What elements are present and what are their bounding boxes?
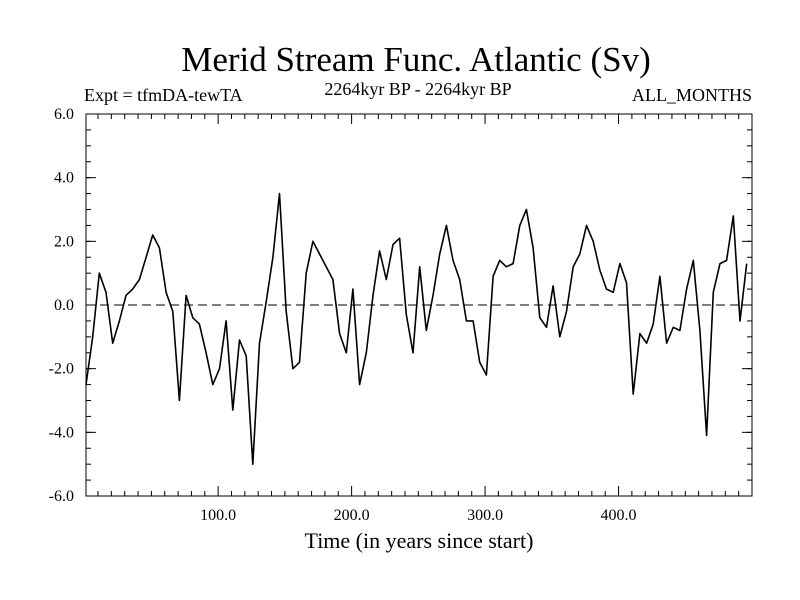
y-tick-label: 0.0: [54, 297, 74, 314]
experiment-label: Expt = tfmDA-tewTA: [84, 85, 243, 105]
y-tick-label: 2.0: [54, 233, 74, 250]
x-tick-label: 300.0: [467, 507, 503, 524]
plot-area: -6.0 -4.0 -2.0 0.0 2.0 4.0 6.0 100.0 200.0 300.0 4…: [49, 106, 752, 524]
x-tick-label: 200.0: [334, 507, 370, 524]
x-tick-label: 400.0: [601, 507, 637, 524]
y-tick-label: 4.0: [54, 170, 74, 187]
chart-title: Merid Stream Func. Atlantic (Sv): [181, 40, 651, 79]
y-tick-label: -2.0: [49, 361, 74, 378]
period-label: 2264kyr BP - 2264kyr BP: [324, 79, 511, 99]
y-tick-label: -6.0: [49, 488, 74, 505]
months-label: ALL_MONTHS: [632, 85, 752, 105]
series-line: [85, 192, 748, 466]
plot-frame: [85, 113, 753, 497]
x-axis-label: Time (in years since start): [305, 528, 534, 553]
x-tick-label: 100.0: [200, 507, 236, 524]
y-tick-label: -4.0: [49, 424, 74, 441]
y-tick-label: 6.0: [54, 106, 74, 123]
